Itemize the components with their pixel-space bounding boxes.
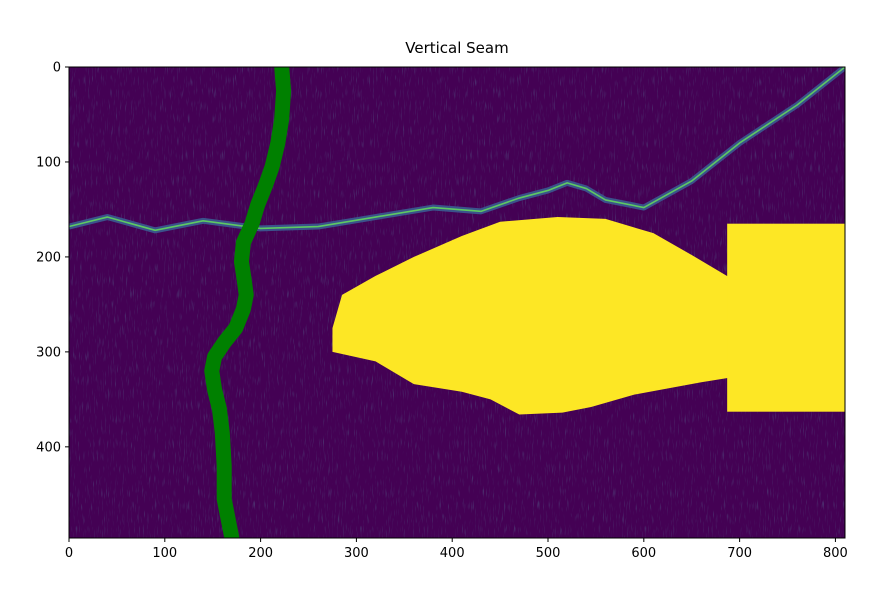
x-tick-label: 400 <box>440 546 465 561</box>
x-tick-label: 200 <box>248 546 273 561</box>
y-tick-label: 400 <box>36 440 61 455</box>
mask-region-rect <box>727 223 845 412</box>
plot-area <box>69 67 845 538</box>
x-tick-label: 0 <box>65 546 73 561</box>
chart-title: Vertical Seam <box>405 39 508 57</box>
seam-group <box>204 67 292 538</box>
y-tick-label: 200 <box>36 250 61 265</box>
x-tick-label: 800 <box>823 546 848 561</box>
x-tick-label: 700 <box>727 546 752 561</box>
y-tick-label: 300 <box>36 345 61 360</box>
x-axis: 0 100 200 300 400 500 600 700 800 <box>65 538 848 561</box>
edge-ridge-group <box>69 67 845 234</box>
mask-region-blob <box>332 217 754 415</box>
vertical-seam <box>204 67 292 538</box>
x-tick-label: 600 <box>631 546 656 561</box>
x-tick-label: 300 <box>344 546 369 561</box>
plot-frame <box>68 66 846 539</box>
y-axis: 0 100 200 300 400 <box>36 61 69 455</box>
y-tick-label: 0 <box>53 61 61 76</box>
removal-mask-group <box>332 217 845 415</box>
x-tick-label: 500 <box>536 546 561 561</box>
y-tick-label: 100 <box>36 155 61 170</box>
ridge-edge <box>69 67 845 232</box>
x-tick-label: 100 <box>152 546 177 561</box>
